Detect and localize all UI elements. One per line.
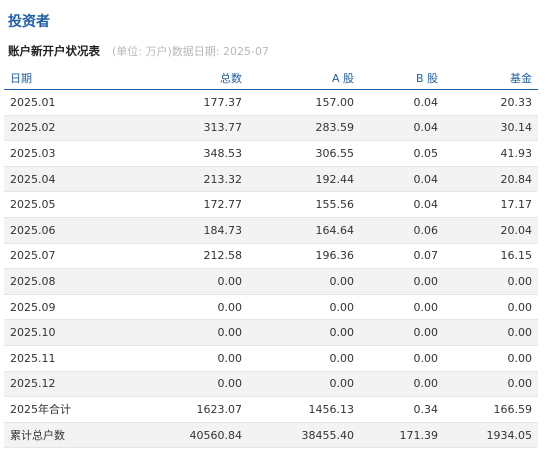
cell-date: 2025.09 <box>4 294 134 321</box>
cell-b-share: 0.07 <box>360 243 444 270</box>
table-row: 2025.01 177.37 157.00 0.04 20.33 <box>4 89 538 116</box>
cell-total: 0.00 <box>134 294 248 321</box>
cell-a-share: 196.36 <box>248 243 360 270</box>
cell-b-share: 0.05 <box>360 140 444 167</box>
cell-a-share: 1456.13 <box>248 396 360 423</box>
cell-b-share: 0.04 <box>360 115 444 142</box>
cell-total: 0.00 <box>134 319 248 346</box>
table-row: 2025.07 212.58 196.36 0.07 16.15 <box>4 243 538 270</box>
cell-a-share: 157.00 <box>248 89 360 116</box>
cell-fund: 1934.05 <box>444 422 538 449</box>
cell-total: 213.32 <box>134 166 248 193</box>
cell-a-share: 164.64 <box>248 217 360 244</box>
cell-a-share: 0.00 <box>248 319 360 346</box>
cell-fund: 0.00 <box>444 294 538 321</box>
cell-b-share: 0.00 <box>360 319 444 346</box>
table-row: 2025.11 0.00 0.00 0.00 0.00 <box>4 345 538 372</box>
cell-total: 313.77 <box>134 115 248 142</box>
cell-fund: 16.15 <box>444 243 538 270</box>
cell-a-share: 306.55 <box>248 140 360 167</box>
table-row: 2025.10 0.00 0.00 0.00 0.00 <box>4 319 538 346</box>
table-row: 2025.12 0.00 0.00 0.00 0.00 <box>4 371 538 398</box>
cell-total: 0.00 <box>134 268 248 295</box>
cell-date: 2025.03 <box>4 140 134 167</box>
cell-fund: 166.59 <box>444 396 538 423</box>
account-table: 日期 总数 A 股 B 股 基金 2025.01 177.37 157.00 0.04… <box>4 67 538 449</box>
table-body: 2025.01 177.37 157.00 0.04 20.33 2025.02 313.7… <box>4 89 538 449</box>
table-header: 日期 总数 A 股 B 股 基金 <box>4 67 538 90</box>
cell-total: 0.00 <box>134 345 248 372</box>
cell-fund: 20.84 <box>444 166 538 193</box>
column-header-total: 总数 <box>134 67 248 90</box>
cell-fund: 20.04 <box>444 217 538 244</box>
cell-date: 2025.10 <box>4 319 134 346</box>
cell-date: 2025.02 <box>4 115 134 142</box>
cell-date: 2025.12 <box>4 371 134 398</box>
cell-fund: 20.33 <box>444 89 538 116</box>
cell-date: 2025.04 <box>4 166 134 193</box>
cell-fund: 41.93 <box>444 140 538 167</box>
header-row: 日期 总数 A 股 B 股 基金 <box>4 67 538 90</box>
cell-a-share: 192.44 <box>248 166 360 193</box>
table-row: 2025.03 348.53 306.55 0.05 41.93 <box>4 140 538 167</box>
cell-b-share: 0.00 <box>360 294 444 321</box>
cell-a-share: 0.00 <box>248 268 360 295</box>
cell-date: 2025年合计 <box>4 396 134 423</box>
cell-b-share: 0.06 <box>360 217 444 244</box>
cell-date: 2025.11 <box>4 345 134 372</box>
cell-a-share: 38455.40 <box>248 422 360 449</box>
cell-total: 212.58 <box>134 243 248 270</box>
table-row: 2025.06 184.73 164.64 0.06 20.04 <box>4 217 538 244</box>
cell-fund: 0.00 <box>444 371 538 398</box>
cell-total: 348.53 <box>134 140 248 167</box>
cell-a-share: 0.00 <box>248 345 360 372</box>
cell-total: 184.73 <box>134 217 248 244</box>
cell-b-share: 0.04 <box>360 89 444 116</box>
cell-b-share: 0.04 <box>360 166 444 193</box>
cell-b-share: 171.39 <box>360 422 444 449</box>
table-row: 2025.05 172.77 155.56 0.04 17.17 <box>4 191 538 218</box>
cell-b-share: 0.00 <box>360 345 444 372</box>
cell-date: 2025.07 <box>4 243 134 270</box>
column-header-b-share: B 股 <box>360 67 444 90</box>
table-row: 2025.04 213.32 192.44 0.04 20.84 <box>4 166 538 193</box>
cell-fund: 0.00 <box>444 345 538 372</box>
cell-a-share: 155.56 <box>248 191 360 218</box>
cell-a-share: 283.59 <box>248 115 360 142</box>
cell-fund: 30.14 <box>444 115 538 142</box>
cell-date: 2025.06 <box>4 217 134 244</box>
page-title: 投资者 <box>8 14 50 30</box>
table-caption: 账户新开户状况表 (单位: 万户)数据日期: 2025-07 <box>8 43 269 59</box>
table-row: 2025.02 313.77 283.59 0.04 30.14 <box>4 115 538 142</box>
cell-total: 40560.84 <box>134 422 248 449</box>
cell-a-share: 0.00 <box>248 294 360 321</box>
cell-fund: 17.17 <box>444 191 538 218</box>
cell-total: 1623.07 <box>134 396 248 423</box>
cell-b-share: 0.34 <box>360 396 444 423</box>
cell-total: 0.00 <box>134 371 248 398</box>
table-title: 账户新开户状况表 <box>8 44 100 58</box>
cell-a-share: 0.00 <box>248 371 360 398</box>
cell-b-share: 0.00 <box>360 268 444 295</box>
column-header-a-share: A 股 <box>248 67 360 90</box>
table-row: 2025.09 0.00 0.00 0.00 0.00 <box>4 294 538 321</box>
cell-date: 累计总户数 <box>4 422 134 449</box>
cell-total: 172.77 <box>134 191 248 218</box>
table-row: 累计总户数 40560.84 38455.40 171.39 1934.05 <box>4 422 538 449</box>
cell-b-share: 0.04 <box>360 191 444 218</box>
cell-date: 2025.01 <box>4 89 134 116</box>
cell-total: 177.37 <box>134 89 248 116</box>
cell-date: 2025.05 <box>4 191 134 218</box>
table-row: 2025年合计 1623.07 1456.13 0.34 166.59 <box>4 396 538 423</box>
cell-fund: 0.00 <box>444 319 538 346</box>
column-header-fund: 基金 <box>444 67 538 90</box>
column-header-date: 日期 <box>4 67 134 90</box>
cell-date: 2025.08 <box>4 268 134 295</box>
cell-b-share: 0.00 <box>360 371 444 398</box>
unit-date-note: (单位: 万户)数据日期: 2025-07 <box>112 45 269 58</box>
cell-fund: 0.00 <box>444 268 538 295</box>
table-row: 2025.08 0.00 0.00 0.00 0.00 <box>4 268 538 295</box>
